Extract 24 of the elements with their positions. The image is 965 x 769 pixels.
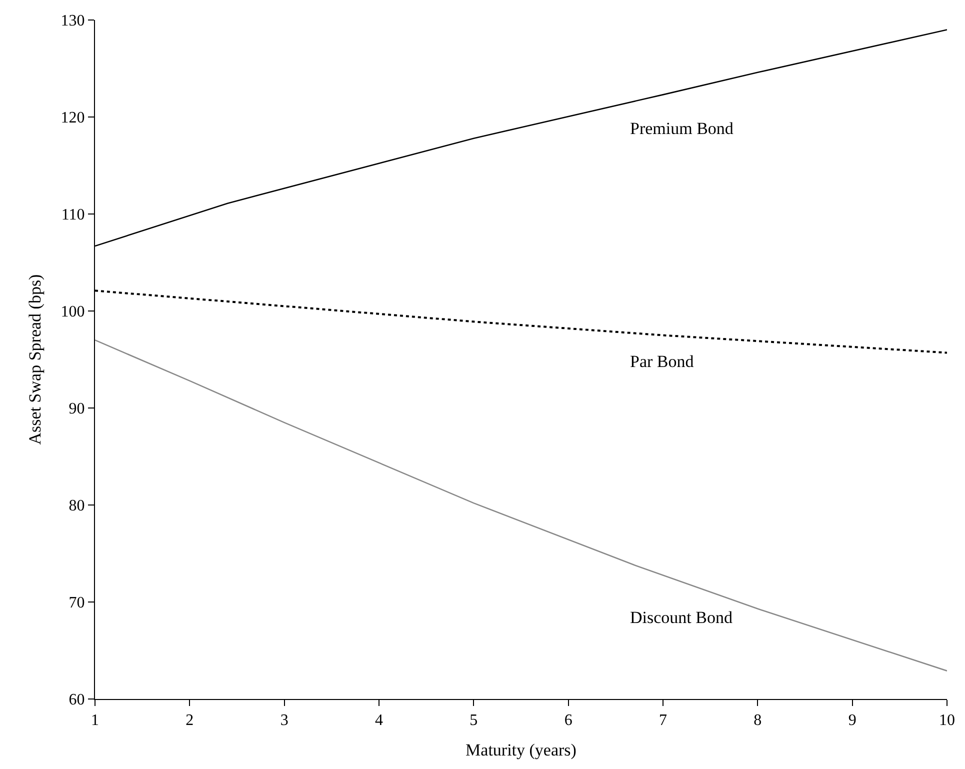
x-tick-label: 4 xyxy=(375,712,383,730)
x-tick-label: 3 xyxy=(280,712,288,730)
series-label: Discount Bond xyxy=(630,608,733,627)
x-tick-label: 1 xyxy=(91,712,99,730)
x-tick-label: 6 xyxy=(564,712,572,730)
y-tick-label: 90 xyxy=(68,400,85,418)
x-tick-label: 2 xyxy=(186,712,194,730)
y-tick-label: 130 xyxy=(60,12,85,30)
y-tick-label: 100 xyxy=(60,304,85,321)
y-tick-label: 60 xyxy=(68,692,85,709)
x-tick-label: 7 xyxy=(659,712,667,730)
x-axis-title: Maturity (years) xyxy=(466,740,576,760)
y-tick-label: 70 xyxy=(68,594,85,612)
series-label: Premium Bond xyxy=(630,119,734,138)
y-tick-label: 80 xyxy=(68,498,85,515)
x-tick-label: 8 xyxy=(754,712,762,730)
series-label: Par Bond xyxy=(630,352,694,371)
y-tick-label: 110 xyxy=(61,206,85,224)
x-tick-label: 9 xyxy=(848,712,856,730)
line-series xyxy=(95,339,947,672)
x-tick-label: 10 xyxy=(939,712,955,730)
y-axis-title: Asset Swap Spread (bps) xyxy=(25,274,44,445)
y-tick-label: 120 xyxy=(60,110,85,127)
x-tick-label: 5 xyxy=(470,712,478,730)
